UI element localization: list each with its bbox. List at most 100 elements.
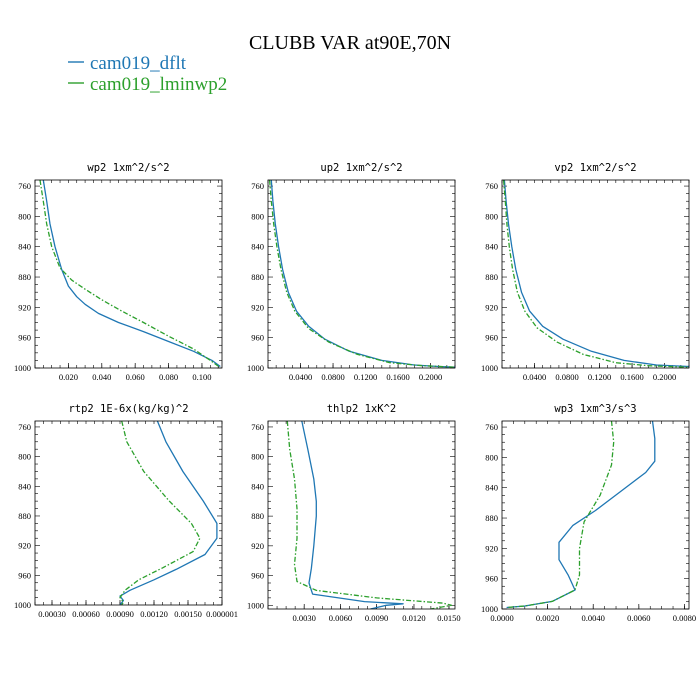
y-tick-label: 760 <box>18 422 31 432</box>
y-tick-label: 800 <box>485 452 498 462</box>
y-tick-label: 800 <box>18 452 31 462</box>
y-tick-label: 880 <box>251 272 264 282</box>
x-tick-label: 0.020 <box>59 372 78 382</box>
x-tick-label: 0.040 <box>92 372 111 382</box>
x-tick-label: 0.00060 <box>72 609 100 619</box>
x-tick-label: 0.0120 <box>402 613 425 623</box>
x-tick-label: 0.100 <box>192 372 211 382</box>
x-tick-label: 0.0080 <box>673 613 696 623</box>
y-tick-label: 760 <box>18 181 31 191</box>
x-tick-label: 0.1600 <box>386 372 409 382</box>
legend-label-lminwp2: cam019_lminwp2 <box>90 74 227 95</box>
y-tick-label: 800 <box>18 211 31 221</box>
panel-4: rtp2 1E-6x(kg/kg)^2 760 800 840 880 920 960 100… <box>14 403 238 619</box>
panel-frame <box>34 179 223 369</box>
panel-5: thlp2 1xK^2 760 800 840 880 920 960 1000 0.0030 0… <box>247 403 461 623</box>
y-tick-label: 920 <box>485 543 498 553</box>
series-line-dflt <box>42 180 221 368</box>
y-tick-label: 880 <box>18 511 31 521</box>
x-tick-label: 0.000001 <box>206 609 238 619</box>
y-tick-label: 840 <box>251 242 264 252</box>
x-tick-label: 0.00090 <box>106 609 134 619</box>
y-tick-label: 840 <box>251 481 264 491</box>
panel-frame <box>501 179 690 369</box>
figure-title: CLUBB VAR at90E,70N <box>249 32 451 54</box>
panels: wp2 1xm^2/s^2 760 800 840 880 920 960 1000 0.020… <box>14 162 696 623</box>
x-tick-label: 0.0400 <box>523 372 546 382</box>
y-tick-label: 1000 <box>247 600 264 610</box>
y-tick-label: 760 <box>485 422 498 432</box>
legend: cam019_dflt cam019_lminwp2 <box>68 53 227 95</box>
y-tick-label: 960 <box>251 333 264 343</box>
series-line-lminwp2 <box>268 180 455 368</box>
y-tick-label: 920 <box>251 541 264 551</box>
y-tick-label: 880 <box>18 272 31 282</box>
y-tick-label: 960 <box>251 571 264 581</box>
x-tick-label: 0.1200 <box>588 372 611 382</box>
panel-frame <box>34 420 223 606</box>
y-tick-label: 800 <box>251 211 264 221</box>
x-tick-label: 0.0040 <box>582 613 605 623</box>
x-tick-label: 0.00120 <box>140 609 168 619</box>
panel-title: wp2 1xm^2/s^2 <box>87 162 169 174</box>
panel-title: wp3 1xm^3/s^3 <box>554 403 636 415</box>
x-tick-label: 0.2000 <box>653 372 676 382</box>
legend-label-dflt: cam019_dflt <box>90 53 187 74</box>
series-line-dflt <box>301 421 404 609</box>
y-tick-label: 960 <box>18 570 31 580</box>
x-tick-label: 0.0800 <box>555 372 578 382</box>
series-line-lminwp2 <box>119 421 201 605</box>
y-tick-label: 960 <box>18 333 31 343</box>
y-tick-label: 1000 <box>14 363 31 373</box>
x-tick-label: 0.0090 <box>365 613 388 623</box>
series-line-dflt <box>119 421 218 605</box>
x-tick-label: 0.0400 <box>289 372 312 382</box>
panel-1: wp2 1xm^2/s^2 760 800 840 880 920 960 1000 0.020… <box>14 162 223 382</box>
x-tick-label: 0.0030 <box>293 613 316 623</box>
x-tick-label: 0.0020 <box>536 613 559 623</box>
x-tick-label: 0.080 <box>159 372 178 382</box>
x-tick-label: 0.0150 <box>437 613 460 623</box>
y-tick-label: 1000 <box>481 363 498 373</box>
x-tick-label: 0.0060 <box>329 613 352 623</box>
panel-title: up2 1xm^2/s^2 <box>320 162 402 174</box>
x-tick-label: 0.0800 <box>321 372 344 382</box>
y-tick-label: 760 <box>251 422 264 432</box>
series-line-lminwp2 <box>502 180 689 368</box>
x-tick-label: 0.1600 <box>620 372 643 382</box>
x-tick-label: 0.0060 <box>627 613 650 623</box>
panel-frame <box>501 420 690 610</box>
panel-3: vp2 1xm^2/s^2 760 800 840 880 920 960 1000 0.040… <box>481 162 690 382</box>
series-line-lminwp2 <box>39 180 220 368</box>
y-tick-label: 920 <box>485 302 498 312</box>
y-tick-label: 760 <box>251 181 264 191</box>
y-tick-label: 760 <box>485 181 498 191</box>
y-tick-label: 880 <box>485 272 498 282</box>
series-line-dflt <box>270 180 455 368</box>
series-line-lminwp2 <box>506 421 615 609</box>
x-tick-label: 0.00030 <box>38 609 66 619</box>
y-tick-label: 880 <box>251 511 264 521</box>
panel-title: rtp2 1E-6x(kg/kg)^2 <box>68 403 188 415</box>
panel-frame <box>267 420 456 610</box>
panel-title: vp2 1xm^2/s^2 <box>554 162 636 174</box>
x-tick-label: 0.2000 <box>419 372 442 382</box>
y-tick-label: 840 <box>18 481 31 491</box>
panel-2: up2 1xm^2/s^2 760 800 840 880 920 960 1000 0.040… <box>247 162 456 382</box>
series-line-lminwp2 <box>286 421 453 609</box>
y-tick-label: 960 <box>485 333 498 343</box>
series-line-dflt <box>503 180 689 368</box>
x-tick-label: 0.1200 <box>354 372 377 382</box>
panel-title: thlp2 1xK^2 <box>327 403 397 415</box>
y-tick-label: 800 <box>251 452 264 462</box>
y-tick-label: 920 <box>18 302 31 312</box>
y-tick-label: 1000 <box>481 604 498 614</box>
panel-6: wp3 1xm^3/s^3 760 800 840 880 920 960 10000.000… <box>481 403 696 623</box>
y-tick-label: 840 <box>18 242 31 252</box>
y-tick-label: 840 <box>485 483 498 493</box>
y-tick-label: 840 <box>485 242 498 252</box>
x-tick-label: 0.00150 <box>174 609 202 619</box>
series-line-dflt <box>506 421 656 609</box>
panel-frame <box>267 179 456 369</box>
